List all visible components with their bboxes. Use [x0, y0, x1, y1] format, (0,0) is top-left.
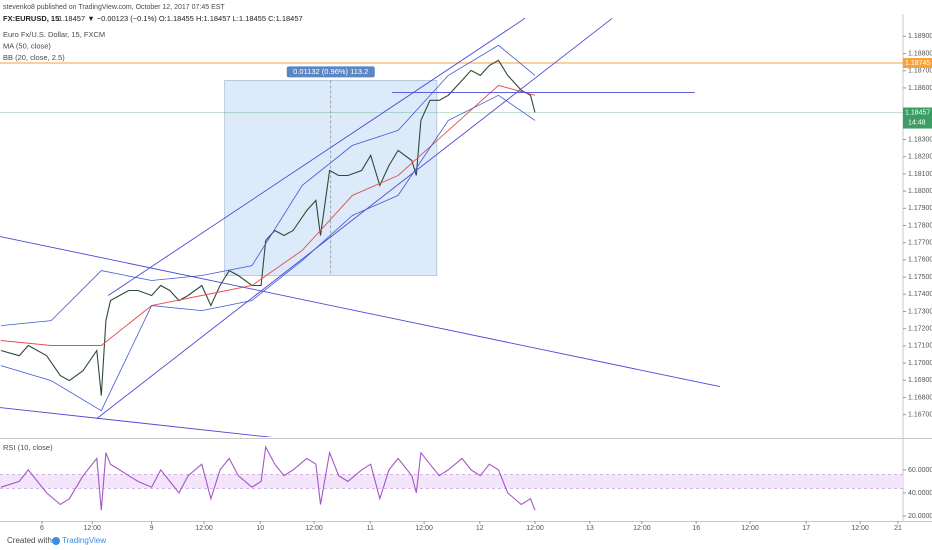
series-line [0, 84, 536, 346]
x-tick-label: 12:00 [851, 525, 869, 532]
y-tick-label: 20.0000 [908, 513, 932, 520]
x-tick-label: 12:00 [83, 525, 101, 532]
measure-label-bg [286, 66, 375, 78]
y-tick-label: 1.17000 [908, 360, 932, 367]
y-tick-label: 1.18200 [908, 154, 932, 161]
y-tick-label: 1.18300 [908, 136, 932, 143]
y-tick-label: 60.0000 [908, 467, 932, 474]
legend-entry: Euro Fx/U.S. Dollar, 15, FXCM [3, 30, 105, 39]
y-tick-label: 1.18000 [908, 188, 932, 195]
x-tick-label: 16 [692, 525, 700, 532]
x-tick-label: 13 [586, 525, 594, 532]
y-tick-label: 1.17900 [908, 205, 932, 212]
y-tick-label: 1.17500 [908, 274, 932, 281]
x-tick-label: 12:00 [633, 525, 651, 532]
legend-entry: MA (50, close) [3, 41, 51, 50]
x-tick-label: 12:00 [195, 525, 213, 532]
x-tick-label: 12:00 [741, 525, 759, 532]
quote: 1.18457 ▼ −0.00123 (−0.1%) O:1.18455 H:1… [58, 14, 303, 23]
x-tick-label: 12:00 [305, 525, 323, 532]
y-tick-label: 1.16700 [908, 411, 932, 418]
series-line [0, 445, 536, 511]
y-tick-label: 1.17800 [908, 222, 932, 229]
x-tick-label: 6 [40, 525, 44, 532]
trend-line [0, 236, 721, 388]
x-tick-label: 12 [476, 525, 484, 532]
y-tick-label: 1.18100 [908, 171, 932, 178]
rsi-band [0, 474, 903, 489]
publisher: stevenko8 published on TradingView.com, … [3, 4, 225, 11]
y-tick-label: 1.17600 [908, 257, 932, 264]
x-tick-label: 21 [894, 525, 902, 532]
y-tick-label: 1.16900 [908, 377, 932, 384]
y-tick-label: 1.18900 [908, 33, 932, 40]
y-tick-label: 1.17700 [908, 240, 932, 247]
band-lower [0, 94, 536, 412]
x-tick-label: 10 [256, 525, 264, 532]
rsi-plot [0, 445, 903, 511]
band-upper [0, 44, 536, 326]
y-tick-label: 1.17300 [908, 308, 932, 315]
y-tick-label: 1.17400 [908, 291, 932, 298]
x-tick-label: 17 [802, 525, 810, 532]
x-tick-label: 12:00 [526, 525, 544, 532]
footer-brand: TradingView [62, 536, 106, 545]
footer-created: Created with [7, 536, 52, 545]
last-price-bg [903, 107, 932, 129]
trend-line [0, 407, 273, 437]
y-tick-label: 1.18700 [908, 68, 932, 75]
y-tick-label: 1.17100 [908, 343, 932, 350]
price-label-bg [903, 58, 932, 69]
legend-entry: BB (20, close, 2.5) [3, 53, 65, 62]
trend-line [96, 17, 613, 419]
countdown: 14:48 [908, 119, 926, 126]
last-price-label: 1.18457 [905, 109, 930, 116]
y-tick-label: 1.16800 [908, 394, 932, 401]
trend-line [107, 17, 526, 296]
y-tick-label: 1.17200 [908, 326, 932, 333]
symbol: FX:EURUSD, 15 [3, 14, 59, 23]
measure-label: 0.01132 (0.96%) 113.2 [293, 67, 368, 76]
axes: 1.16700 1.16800 1.16900 1.17000 1.17100 1.172… [3, 30, 932, 532]
y-tick-label: 1.18800 [908, 50, 932, 57]
price-label: 1.18745 [905, 60, 930, 67]
x-tick-label: 9 [150, 525, 154, 532]
legend-entry: RSI (10, close) [3, 443, 53, 452]
y-tick-label: 1.18600 [908, 85, 932, 92]
x-tick-label: 12:00 [415, 525, 433, 532]
x-tick-label: 11 [367, 525, 374, 532]
brand-logo [52, 537, 60, 545]
main-plot: 0.01132 (0.96%) 113.2 [0, 17, 903, 437]
y-tick-label: 40.0000 [908, 490, 932, 497]
series-line [0, 59, 536, 396]
